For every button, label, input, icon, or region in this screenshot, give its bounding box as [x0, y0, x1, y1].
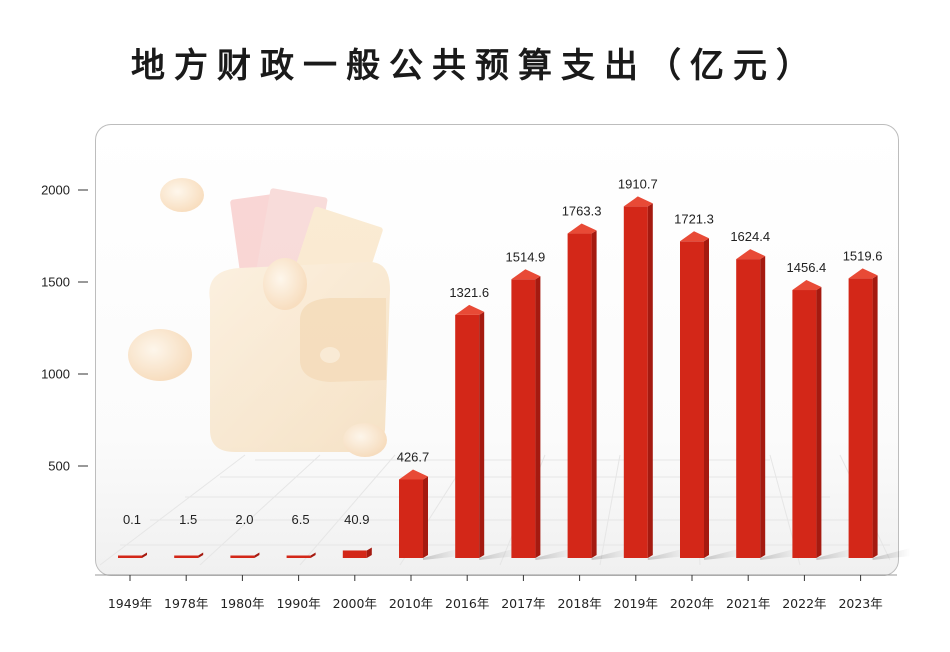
bar-side [423, 476, 428, 558]
x-axis: 1949年 1978年 1980年 1990年 2000年 2010年 2016年 2017年… [95, 574, 897, 611]
bar [623, 206, 648, 558]
bar-top [848, 268, 878, 279]
bar-shadow [760, 548, 799, 560]
bar-side [872, 275, 878, 558]
bar-side [310, 552, 316, 558]
bar-group: 1763.3 [562, 204, 630, 560]
bar-group: 0.1 [118, 512, 147, 558]
value-label: 2.0 [235, 512, 253, 527]
y-tick-label: 1000 [41, 367, 70, 382]
bar [286, 555, 311, 558]
bar-group: 1519.6 [843, 248, 911, 560]
bar-side [704, 238, 709, 558]
x-tick-label: 1978年 [164, 596, 208, 611]
bar-group: 426.7 [397, 449, 461, 560]
value-label: 1456.4 [787, 260, 827, 275]
y-tick-label: 2000 [41, 183, 70, 198]
x-tick-label: 2019年 [614, 596, 658, 611]
bar-group: 1514.9 [506, 249, 574, 560]
bar-shadow [535, 548, 574, 560]
x-tick-label: 2021年 [726, 596, 770, 611]
bar-group: 1624.4 [730, 229, 799, 560]
bar-top [511, 269, 541, 280]
bar-group: 40.9 [342, 512, 372, 558]
bar-side [366, 547, 372, 558]
bar-side [535, 276, 541, 558]
value-label: 0.1 [123, 512, 141, 527]
floor-grid [99, 454, 891, 566]
bar-shadow [647, 548, 686, 560]
bar [399, 479, 423, 558]
y-tick-label: 1500 [41, 275, 70, 290]
y-axis: 500 1000 1500 2000 [41, 183, 88, 474]
bar [174, 555, 199, 558]
x-tick-label: 2022年 [782, 596, 826, 611]
value-label: 40.9 [344, 512, 369, 527]
bar-side [479, 311, 485, 558]
y-tick-label: 500 [48, 459, 70, 474]
bar-shadow [816, 548, 855, 560]
value-label: 426.7 [397, 449, 430, 464]
bar [792, 290, 817, 558]
bar-shadow [479, 548, 518, 560]
bar [736, 259, 761, 558]
bar-top [792, 280, 822, 291]
x-tick-label: 2017年 [501, 596, 545, 611]
value-label: 1514.9 [506, 249, 546, 264]
bar-side [198, 552, 204, 558]
bar-side [816, 287, 822, 558]
bar [118, 555, 142, 558]
chart-title: 地方财政一般公共预算支出（亿元） [131, 46, 819, 86]
x-tick-label: 1980年 [220, 596, 264, 611]
bar-side [142, 552, 147, 558]
bar-group: 1.5 [174, 512, 204, 558]
x-tick-label: 2023年 [838, 596, 882, 611]
value-label: 1763.3 [562, 204, 602, 219]
bar-side [760, 256, 766, 558]
x-tick-label: 2020年 [670, 596, 714, 611]
bar-top [455, 304, 485, 315]
wallet-illustration [128, 178, 390, 457]
value-label: 6.5 [292, 512, 310, 527]
value-label: 1519.6 [843, 248, 883, 263]
bar [342, 550, 367, 558]
bar-group: 2.0 [230, 512, 260, 558]
bar-top [567, 223, 597, 234]
bar [230, 555, 255, 558]
bar-group: 6.5 [286, 512, 316, 558]
bar-shadow [872, 548, 911, 560]
x-tick-label: 1949年 [108, 596, 152, 611]
bar [848, 278, 873, 558]
value-label: 1.5 [179, 512, 197, 527]
bar-shadow [423, 548, 461, 560]
bar-top [680, 231, 709, 242]
bar-shadow [704, 548, 742, 560]
bar-side [647, 203, 653, 558]
bar [455, 314, 480, 558]
bar-side [591, 230, 597, 558]
bar-side [254, 552, 260, 558]
bar-group: 1721.3 [674, 211, 742, 560]
value-label: 1721.3 [674, 211, 714, 226]
value-label: 1910.7 [618, 176, 658, 191]
bar-top [399, 469, 428, 480]
bar [567, 233, 592, 558]
bar [511, 279, 536, 558]
value-label: 1624.4 [730, 229, 770, 244]
bar [680, 241, 704, 558]
bar-shadow [591, 548, 630, 560]
bar-group: 1910.7 [618, 176, 686, 560]
x-tick-label: 2016年 [445, 596, 489, 611]
value-label: 1321.6 [449, 285, 489, 300]
bar-group: 1321.6 [449, 285, 518, 560]
x-tick-label: 2018年 [557, 596, 601, 611]
bar-top [736, 249, 766, 260]
bar-group: 1456.4 [787, 260, 855, 560]
x-tick-label: 2000年 [333, 596, 377, 611]
bar-top [623, 196, 653, 207]
x-tick-label: 1990年 [276, 596, 320, 611]
x-tick-label: 2010年 [389, 596, 433, 611]
bars-layer: 0.1 1.5 2.0 6.5 40.9 426.7 1321.6 1514.9 1763.3 1… [118, 176, 911, 560]
